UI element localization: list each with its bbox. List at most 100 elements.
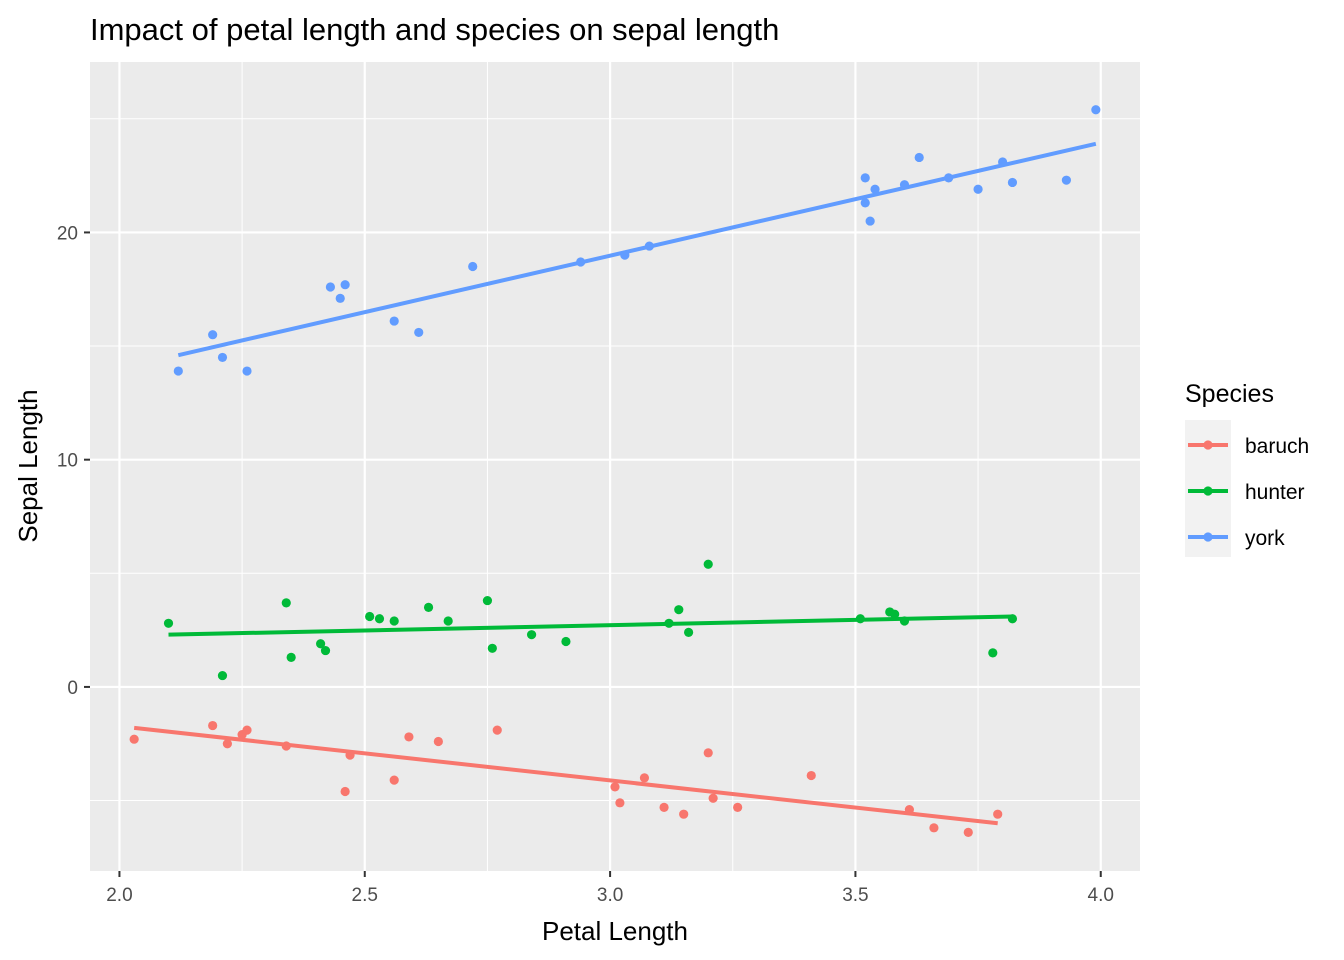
york-point — [217, 352, 228, 363]
baruch-point — [963, 827, 973, 837]
york-point — [389, 316, 399, 326]
legend-label-york: york — [1245, 527, 1285, 550]
hunter-point — [1007, 614, 1018, 624]
baruch-point — [806, 770, 816, 781]
york-point — [860, 198, 870, 208]
baruch-point — [659, 802, 669, 812]
hunter-point — [482, 595, 493, 606]
hunter-point — [163, 618, 174, 628]
baruch-fit-line — [133, 725, 998, 826]
hunter-point — [890, 609, 900, 619]
hunter-point — [487, 643, 497, 653]
york-point — [340, 280, 350, 290]
york-point — [242, 366, 252, 376]
hunter-fit-line — [168, 614, 1013, 637]
hunter-point — [683, 627, 694, 637]
york-point — [1061, 175, 1072, 185]
hunter-point — [988, 648, 998, 658]
hunter-point — [389, 616, 399, 626]
york-point — [644, 241, 654, 251]
x-tick-label: 4.0 — [1088, 885, 1114, 906]
york-point — [1091, 105, 1101, 115]
york-point — [208, 330, 218, 340]
baruch-point — [733, 802, 743, 812]
baruch-point — [345, 750, 355, 760]
x-axis-title: Petal Length — [542, 916, 688, 946]
hunter-point — [443, 616, 453, 626]
chart-title: Impact of petal length and species on se… — [90, 12, 779, 47]
york-point — [468, 261, 478, 272]
legend: Species baruch hunter york — [1185, 380, 1309, 557]
regression-lines — [133, 141, 1097, 826]
baruch-point — [129, 734, 139, 744]
baruch-point — [639, 773, 650, 783]
x-axis-ticks: 2.0 2.5 3.0 3.5 4.0 — [106, 871, 1114, 906]
x-tick-label: 2.5 — [352, 885, 378, 906]
legend-key-point — [1203, 486, 1213, 496]
baruch-point — [993, 809, 1003, 819]
york-point — [973, 184, 983, 194]
y-axis-ticks: 0 10 20 — [57, 223, 90, 699]
baruch-point — [340, 786, 350, 797]
hunter-point — [561, 636, 571, 647]
hunter-point — [664, 618, 674, 628]
hunter-point — [703, 559, 713, 569]
baruch-point — [703, 748, 713, 758]
hunter-point — [320, 645, 331, 656]
hunter-point — [899, 616, 910, 626]
baruch-point — [904, 805, 914, 815]
baruch-point — [404, 732, 414, 742]
y-tick-label: 20 — [57, 223, 78, 244]
x-tick-label: 3.5 — [842, 885, 868, 906]
y-tick-label: 0 — [67, 678, 78, 699]
legend-title: Species — [1185, 380, 1274, 408]
york-point — [944, 173, 954, 183]
york-point — [860, 173, 870, 183]
york-point — [576, 257, 586, 267]
baruch-point — [615, 798, 625, 808]
york-point — [173, 366, 183, 376]
hunter-point — [281, 598, 291, 608]
y-tick-label: 10 — [57, 451, 78, 472]
gridlines — [90, 62, 1140, 871]
york-fit-line — [177, 141, 1097, 358]
hunter-point — [423, 602, 434, 612]
york-point — [865, 216, 875, 226]
york-point — [899, 180, 910, 190]
hunter-point — [365, 611, 375, 622]
hunter-point — [855, 614, 865, 624]
legend-label-hunter: hunter — [1245, 481, 1305, 504]
baruch-point — [433, 736, 443, 747]
x-tick-label: 2.0 — [106, 885, 132, 906]
hunter-point — [374, 614, 385, 624]
legend-key-point — [1203, 440, 1213, 450]
plot-panel — [90, 62, 1140, 871]
baruch-point — [242, 725, 252, 735]
baruch-point — [208, 720, 218, 731]
york-point — [998, 157, 1008, 167]
york-point — [335, 293, 345, 303]
york-point — [870, 184, 880, 194]
baruch-point — [929, 823, 939, 833]
york-point — [914, 152, 924, 163]
baruch-point — [708, 793, 718, 803]
legend-label-baruch: baruch — [1245, 435, 1309, 458]
york-point — [414, 327, 424, 338]
x-tick-label: 3.0 — [597, 885, 623, 906]
legend-key-point — [1203, 532, 1213, 542]
data-points — [129, 105, 1101, 837]
york-point — [620, 250, 630, 260]
y-axis-title: Sepal Length — [13, 389, 43, 542]
york-point — [325, 282, 336, 292]
baruch-point — [492, 725, 502, 735]
baruch-point — [222, 739, 232, 749]
baruch-point — [389, 775, 399, 785]
hunter-point — [286, 652, 296, 662]
hunter-point — [217, 670, 228, 681]
baruch-point — [281, 741, 291, 751]
hunter-point — [316, 639, 326, 649]
baruch-point — [610, 782, 620, 792]
baruch-point — [679, 809, 689, 819]
york-point — [1007, 177, 1018, 188]
